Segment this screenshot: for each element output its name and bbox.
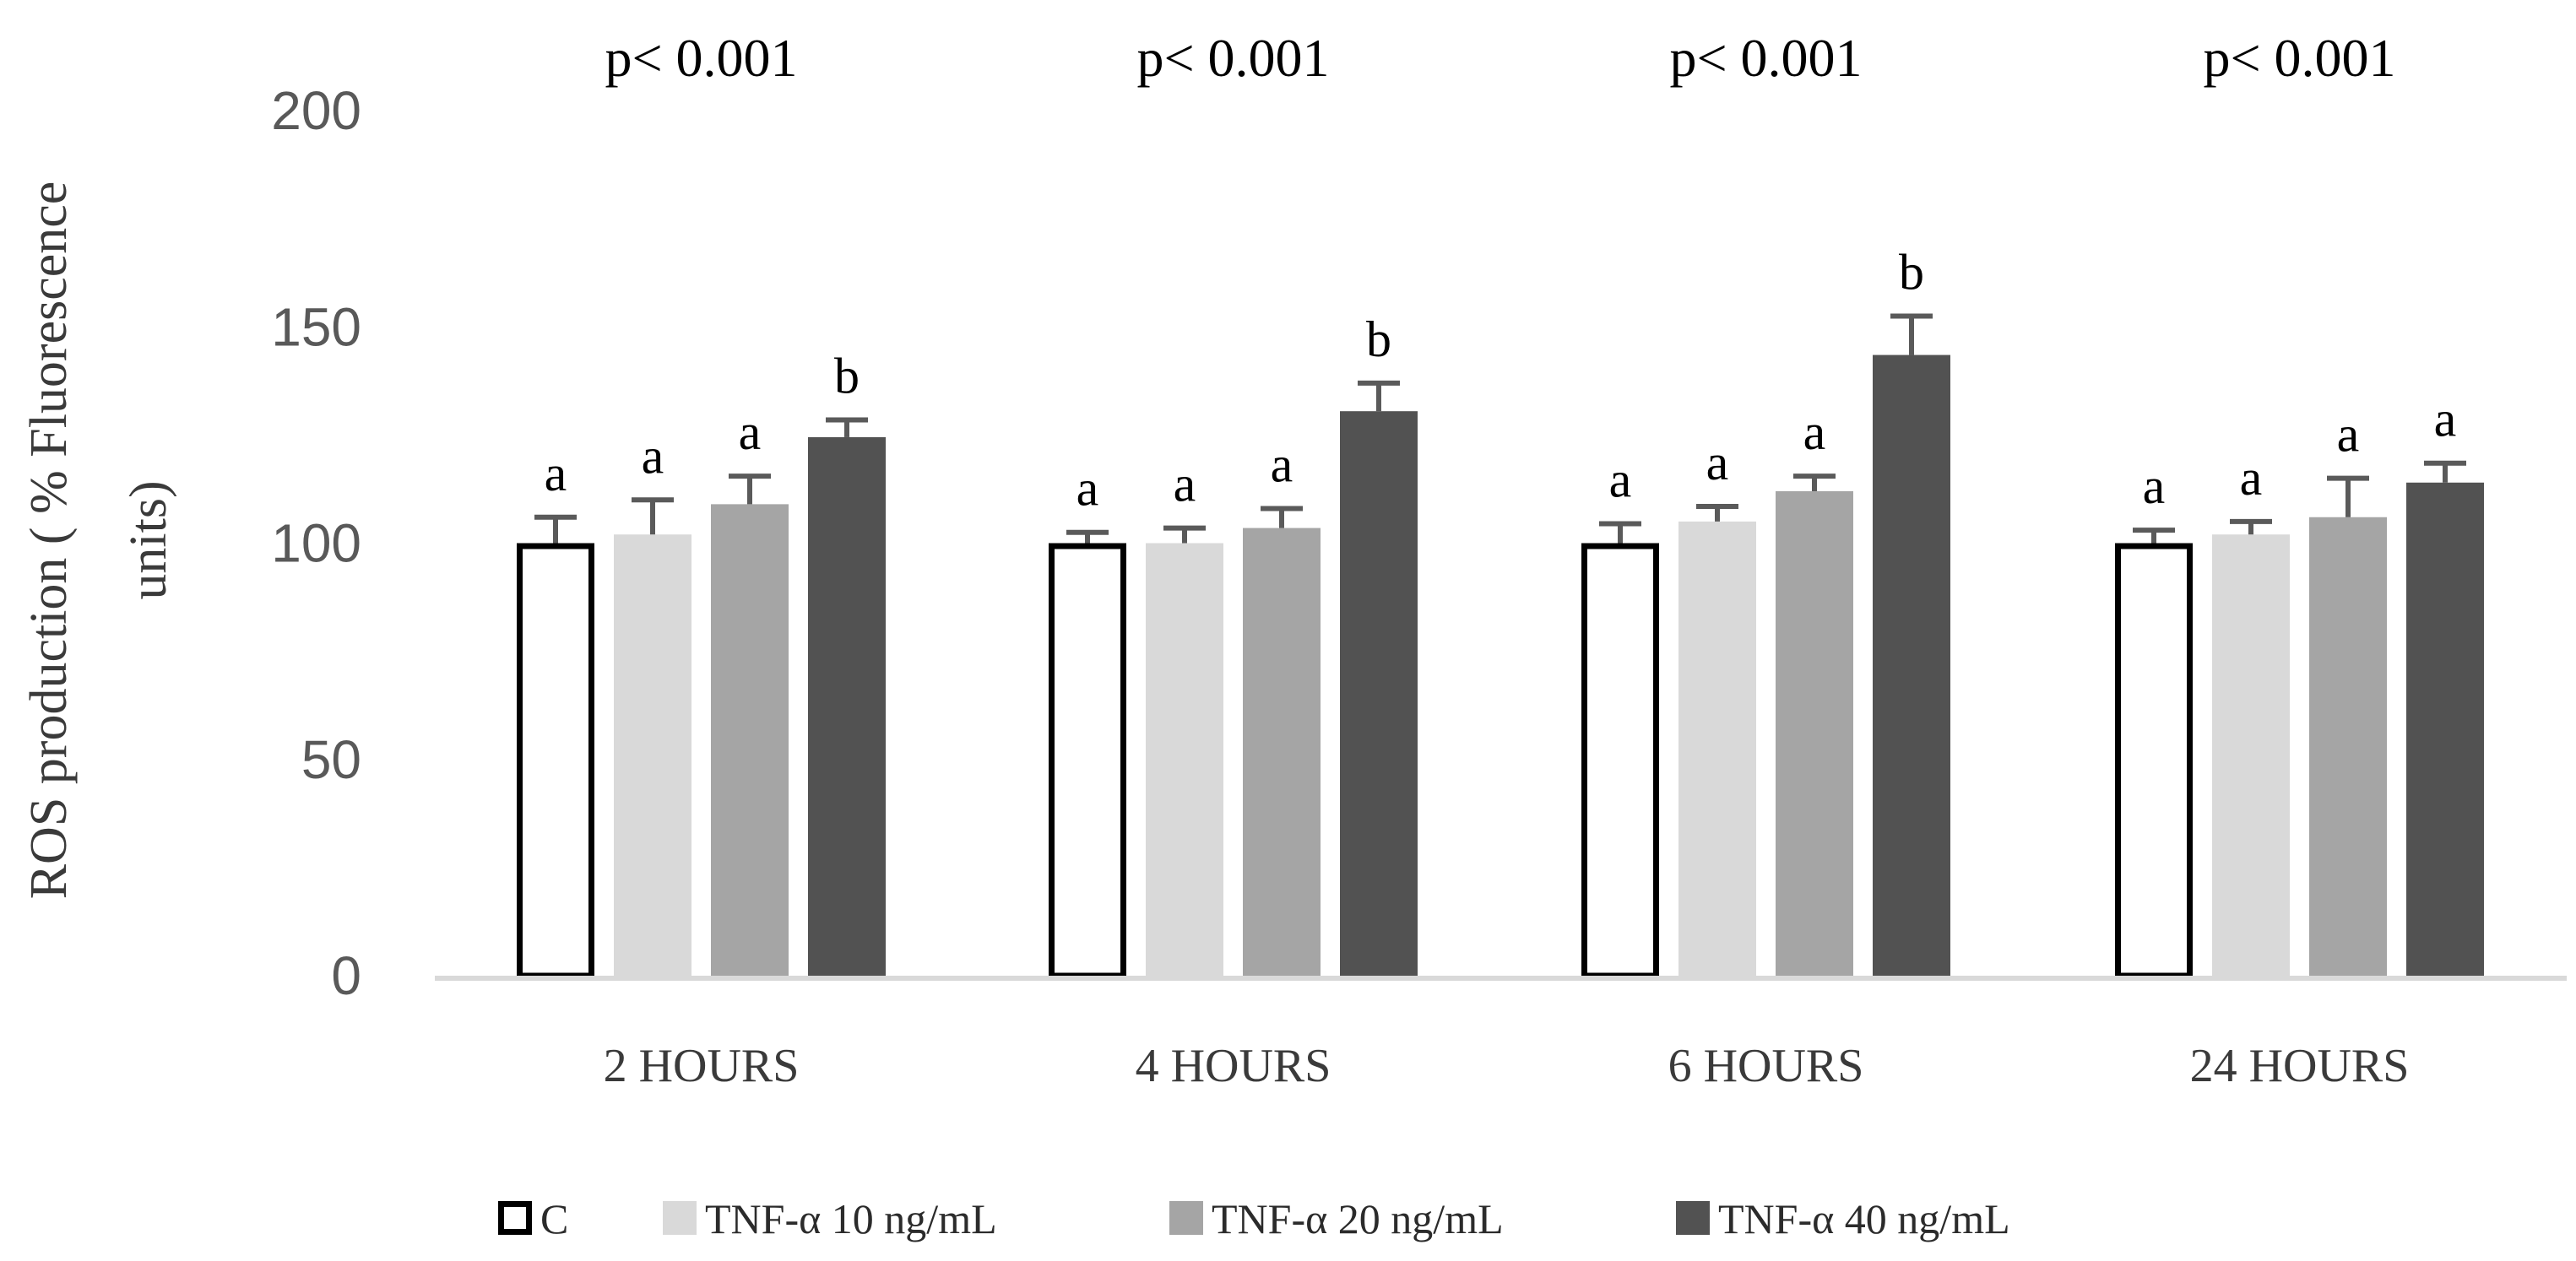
significance-letter: a: [1803, 404, 1826, 460]
p-value-label: p< 0.001: [2203, 28, 2395, 88]
y-tick-label: 100: [271, 513, 361, 574]
legend-label: TNF-α 10 ng/mL: [705, 1195, 997, 1242]
significance-letter: a: [1076, 461, 1099, 517]
significance-letter: a: [1609, 452, 1632, 507]
bar: [1243, 528, 1321, 976]
significance-letter: a: [739, 404, 762, 460]
bar: [808, 436, 886, 976]
bar: [1146, 543, 1223, 976]
bar: [1581, 543, 1659, 979]
bar: [711, 504, 789, 976]
x-category-label: 4 HOURS: [1136, 1040, 1331, 1092]
significance-letter: a: [1174, 457, 1196, 512]
y-tick-label: 150: [271, 296, 361, 357]
y-axis-title-group: ROS production ( % Fluorescence units): [20, 181, 177, 900]
bar: [1873, 354, 1950, 976]
x-category-label: 2 HOURS: [604, 1040, 800, 1092]
legend-swatch: [498, 1201, 532, 1235]
bar: [1340, 411, 1418, 976]
category-labels-group: 2 HOURS 4 HOURS 6 HOURS 24 HOURS: [604, 1040, 2410, 1092]
y-axis-title-line-1: ROS production ( % Fluorescence: [20, 181, 78, 900]
p-value-label: p< 0.001: [1136, 28, 1329, 88]
bar: [1678, 521, 1756, 976]
bar: [1776, 491, 1853, 976]
bar: [2309, 517, 2387, 976]
legend-label: TNF-α 40 ng/mL: [1718, 1195, 2010, 1242]
significance-letter: a: [642, 428, 664, 484]
significance-letter: a: [1706, 435, 1729, 490]
y-axis-title-line-2: units): [120, 480, 177, 599]
bar: [614, 534, 691, 976]
bar: [2406, 482, 2484, 976]
significance-letter: b: [834, 348, 860, 403]
legend-swatch: [1676, 1201, 1710, 1235]
y-tick-label: 50: [301, 729, 361, 790]
significance-letter: a: [1271, 437, 1293, 493]
bar: [2115, 543, 2193, 979]
y-tick-label: 200: [271, 80, 361, 141]
legend-swatch: [1169, 1201, 1203, 1235]
significance-letter: b: [1366, 311, 1391, 367]
significance-letter: a: [545, 446, 567, 501]
legend-label: TNF-α 20 ng/mL: [1212, 1195, 1504, 1242]
bars-group: [517, 354, 2484, 979]
legend: C TNF-α 10 ng/mL TNF-α 20 ng/mL TNF-α 40 ng…: [498, 1195, 2010, 1242]
p-value-label: p< 0.001: [1669, 28, 1862, 88]
bar: [2212, 534, 2290, 976]
y-tick-labels: 0 50 100 150 200: [271, 80, 361, 1006]
y-tick-label: 0: [331, 945, 361, 1006]
bar: [1049, 543, 1126, 979]
significance-letter: b: [1899, 244, 1924, 300]
legend-swatch: [663, 1201, 697, 1235]
significance-letter: a: [2434, 392, 2457, 447]
p-value-label: p< 0.001: [605, 28, 797, 88]
x-category-label: 24 HOURS: [2190, 1040, 2410, 1092]
significance-letter: a: [2240, 450, 2263, 506]
p-value-labels-group: p< 0.001 p< 0.001 p< 0.001 p< 0.001: [605, 28, 2395, 88]
x-category-label: 6 HOURS: [1668, 1040, 1864, 1092]
bar: [517, 543, 594, 979]
significance-letters-group: a a a b a a a b a a a b a a a a: [545, 244, 2457, 516]
significance-letter: a: [2337, 407, 2360, 463]
legend-label: C: [540, 1195, 568, 1242]
error-bars-group: [534, 313, 2466, 544]
significance-letter: a: [2143, 458, 2166, 514]
